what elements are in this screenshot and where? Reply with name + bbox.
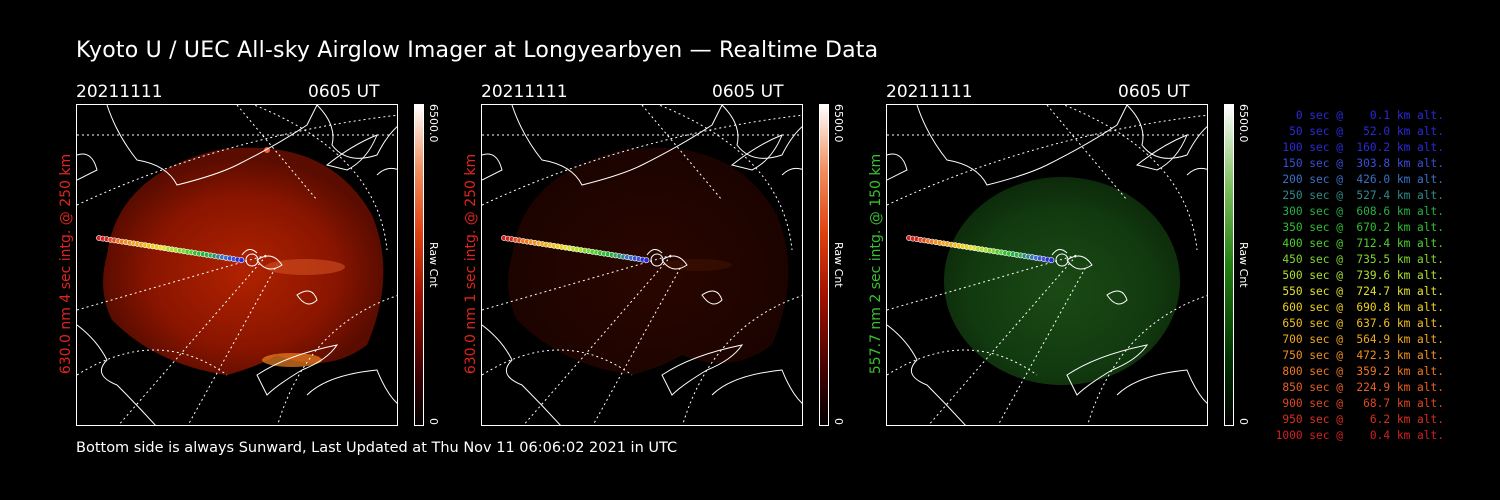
panel-3-cbar-max: 6500.0	[1237, 104, 1250, 143]
legend-row: 150 sec @ 303.8 km alt.	[1275, 157, 1444, 170]
legend-row: 350 sec @ 670.2 km alt.	[1275, 221, 1444, 234]
panel-1-time: 0605 UT	[308, 82, 380, 102]
panel-2-label: 630.0 nm 1 sec intg. @ 250 km	[463, 153, 479, 375]
panel-3-time: 0605 UT	[1118, 82, 1190, 102]
legend-row: 500 sec @ 739.6 km alt.	[1275, 269, 1444, 282]
legend-row: 0 sec @ 0.1 km alt.	[1275, 109, 1444, 122]
panel-2-image	[481, 104, 803, 426]
legend-row: 50 sec @ 52.0 km alt.	[1275, 125, 1444, 138]
footer-note: Bottom side is always Sunward, Last Upda…	[76, 440, 678, 456]
panel-2-colorbar	[819, 104, 829, 426]
legend-row: 650 sec @ 637.6 km alt.	[1275, 317, 1444, 330]
panel-1-cbar-max: 6500.0	[427, 104, 440, 143]
legend-row: 550 sec @ 724.7 km alt.	[1275, 285, 1444, 298]
legend-row: 200 sec @ 426.0 km alt.	[1275, 173, 1444, 186]
panel-1-image	[76, 104, 398, 426]
legend-row: 100 sec @ 160.2 km alt.	[1275, 141, 1444, 154]
panel-1-colorbar	[414, 104, 424, 426]
legend-row: 1000 sec @ 0.4 km alt.	[1275, 429, 1444, 442]
panel-2-time: 0605 UT	[712, 82, 784, 102]
panel-2-cbar-min: 0	[832, 418, 845, 425]
panel-1-label: 630.0 nm 4 sec intg. @ 250 km	[58, 153, 74, 375]
legend-row: 850 sec @ 224.9 km alt.	[1275, 381, 1444, 394]
panel-3-cbar-unit: Raw Cnt	[1237, 242, 1250, 288]
panel-3-colorbar	[1224, 104, 1234, 426]
panel-3-date: 20211111	[886, 82, 973, 102]
legend-row: 600 sec @ 690.8 km alt.	[1275, 301, 1444, 314]
panel-1-date: 20211111	[76, 82, 163, 102]
legend-row: 450 sec @ 735.5 km alt.	[1275, 253, 1444, 266]
legend-row: 700 sec @ 564.9 km alt.	[1275, 333, 1444, 346]
legend-row: 300 sec @ 608.6 km alt.	[1275, 205, 1444, 218]
panel-2-date: 20211111	[481, 82, 568, 102]
panel-2-cbar-unit: Raw Cnt	[832, 242, 845, 288]
panel-1-cbar-min: 0	[427, 418, 440, 425]
time-altitude-legend: 0 sec @ 0.1 km alt. 50 sec @ 52.0 km alt…	[1262, 108, 1444, 444]
panel-1-cbar-unit: Raw Cnt	[427, 242, 440, 288]
panel-3-label: 557.7 nm 2 sec intg. @ 150 km	[868, 153, 884, 375]
panel-3-cbar-min: 0	[1237, 418, 1250, 425]
panel-2-cbar-max: 6500.0	[832, 104, 845, 143]
page-title: Kyoto U / UEC All-sky Airglow Imager at …	[76, 38, 879, 63]
legend-row: 250 sec @ 527.4 km alt.	[1275, 189, 1444, 202]
legend-row: 950 sec @ 6.2 km alt.	[1275, 413, 1444, 426]
panel-3-image	[886, 104, 1208, 426]
legend-row: 800 sec @ 359.2 km alt.	[1275, 365, 1444, 378]
legend-row: 400 sec @ 712.4 km alt.	[1275, 237, 1444, 250]
legend-row: 900 sec @ 68.7 km alt.	[1275, 397, 1444, 410]
legend-row: 750 sec @ 472.3 km alt.	[1275, 349, 1444, 362]
